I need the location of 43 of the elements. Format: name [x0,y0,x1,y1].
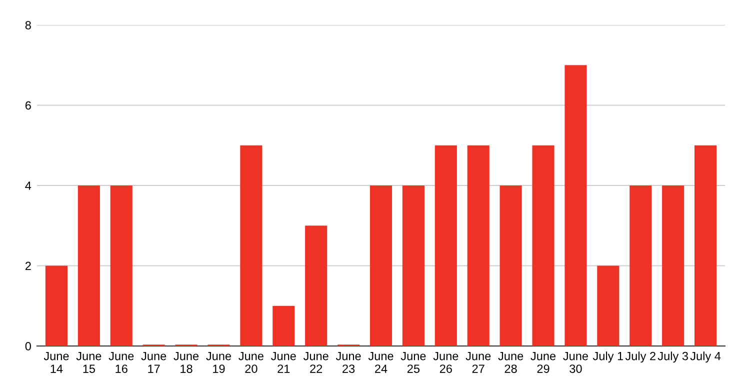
bar [434,145,457,346]
bar [78,186,100,346]
x-tick-label: June 20 [238,352,264,373]
x-tick-label: July 1 [592,352,624,363]
x-tick-label: June 22 [303,352,328,373]
x-tick-label: June 25 [400,352,426,373]
x-tick-label: July 2 [625,352,656,363]
x-tick-label: June 14 [44,352,69,373]
x-tick-label: June 19 [206,352,232,373]
x-tick-label: June 30 [563,352,588,373]
bar [305,226,328,346]
bar [694,145,717,346]
y-tick-label: 6 [25,101,31,110]
x-tick-label: June 29 [530,352,556,373]
x-tick-label: June 24 [368,352,394,373]
x-tick-label: June 28 [498,352,524,373]
bar [532,145,554,346]
y-tick-label: 0 [25,342,31,350]
y-tick-label: 2 [25,262,31,270]
bar [630,186,652,346]
bar [662,186,684,346]
x-tick-label: June 15 [76,352,102,373]
bar [500,186,522,346]
y-tick-label: 4 [25,182,32,190]
bar [564,65,587,346]
x-tick-label: June 21 [271,352,296,373]
bar [110,186,132,346]
x-tick-label: July 3 [658,352,688,363]
x-tick-label: June 18 [174,352,199,373]
x-tick-label: June 23 [336,352,361,373]
x-tick-label: June 17 [141,352,166,373]
x-tick-label: July 4 [690,352,721,363]
bar [45,266,68,346]
bar [597,266,620,346]
bar [467,145,490,346]
bar [272,306,295,346]
x-tick-label: June 27 [466,352,491,373]
x-tick-label: June 26 [433,352,458,373]
bar [402,186,424,346]
bar [240,145,262,346]
x-tick-label: June 16 [108,352,134,373]
y-tick-label: 8 [25,21,31,30]
bar [370,186,392,346]
